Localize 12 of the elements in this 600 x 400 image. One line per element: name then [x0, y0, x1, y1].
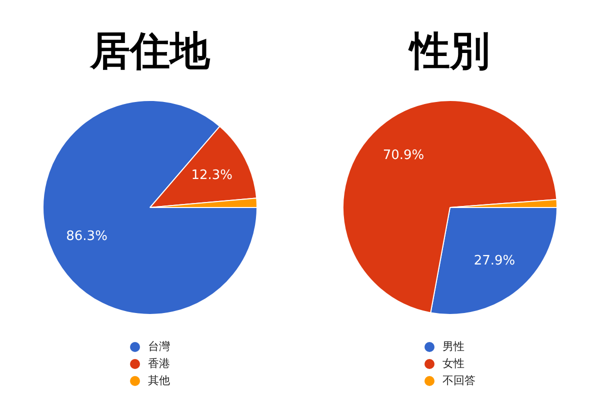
- legend-label: 女性: [442, 356, 464, 370]
- data-label: 27.9%: [474, 253, 516, 268]
- legend-label: 其他: [148, 374, 170, 387]
- legend-label: 不回答: [442, 374, 476, 387]
- data-label: 86.3%: [66, 228, 108, 244]
- legend-label: 香港: [148, 356, 170, 370]
- legend-label: 台灣: [148, 340, 170, 353]
- chart-title: 居住地: [89, 28, 211, 74]
- data-label: 12.3%: [191, 168, 233, 184]
- data-label: 70.9%: [382, 148, 424, 164]
- legend-label: 男性: [442, 340, 464, 353]
- chart-title: 性別: [408, 28, 490, 74]
